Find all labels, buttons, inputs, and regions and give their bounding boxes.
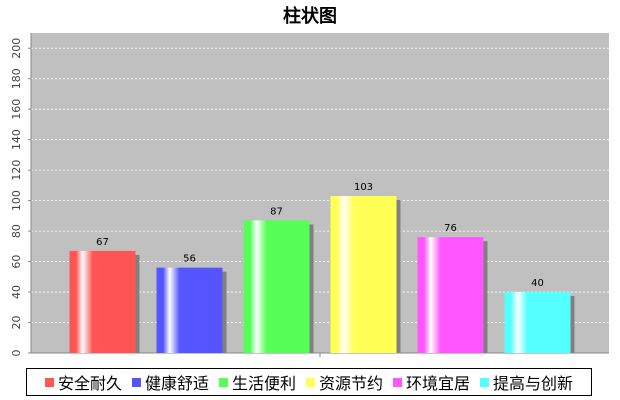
bar — [243, 220, 310, 353]
chart-title: 柱状图 — [283, 5, 337, 27]
bar-value-label: 40 — [531, 278, 544, 289]
y-tick-label: 100 — [10, 190, 23, 211]
legend-swatch — [393, 377, 403, 387]
y-tick-label: 160 — [10, 99, 23, 120]
bar-value-label: 87 — [270, 206, 283, 217]
bar — [417, 237, 484, 353]
legend-label: 健康舒适 — [144, 374, 209, 393]
y-tick-label: 0 — [10, 350, 23, 357]
legend-label: 资源节约 — [319, 374, 384, 393]
y-tick-label: 180 — [10, 68, 23, 89]
legend-label: 生活便利 — [231, 374, 296, 393]
legend-item: 安全耐久 — [41, 370, 126, 394]
y-tick-label: 200 — [10, 38, 23, 59]
bar-value-label: 103 — [354, 182, 373, 193]
bar-value-label: 67 — [96, 237, 109, 248]
y-tick-label: 140 — [10, 129, 23, 150]
legend-swatch — [480, 377, 490, 387]
legend-swatch — [218, 377, 228, 387]
legend-item: 提高与创新 — [476, 370, 577, 394]
legend-swatch — [306, 377, 315, 387]
legend-label: 提高与创新 — [493, 374, 574, 393]
legend-item: 环境宜居 — [389, 370, 474, 394]
y-tick-label: 20 — [10, 316, 23, 330]
y-tick-label: 60 — [10, 255, 23, 269]
bar — [69, 250, 136, 353]
chart-legend: 安全耐久 健康舒适 生活便利 资源节约 环境宜居 提高与创新 — [26, 368, 592, 396]
legend-label: 环境宜居 — [406, 374, 471, 393]
y-tick-label: 40 — [10, 285, 23, 299]
y-tick-label: 120 — [10, 160, 23, 181]
legend-item: 健康舒适 — [128, 370, 213, 394]
legend-item: 资源节约 — [302, 370, 387, 394]
bar-value-label: 56 — [183, 254, 196, 265]
bar-value-label: 76 — [444, 223, 457, 234]
bar — [156, 267, 223, 353]
bar — [504, 292, 571, 353]
legend-label: 安全耐久 — [57, 374, 122, 393]
y-tick-label: 80 — [10, 224, 23, 238]
legend-item: 生活便利 — [215, 370, 300, 394]
bar — [330, 196, 397, 353]
legend-swatch — [131, 377, 141, 387]
legend-swatch — [44, 377, 54, 387]
bar-chart: 柱状图 0 20 40 60 80 100 120 140 160 180 200 67 56 87 103… — [10, 5, 609, 357]
